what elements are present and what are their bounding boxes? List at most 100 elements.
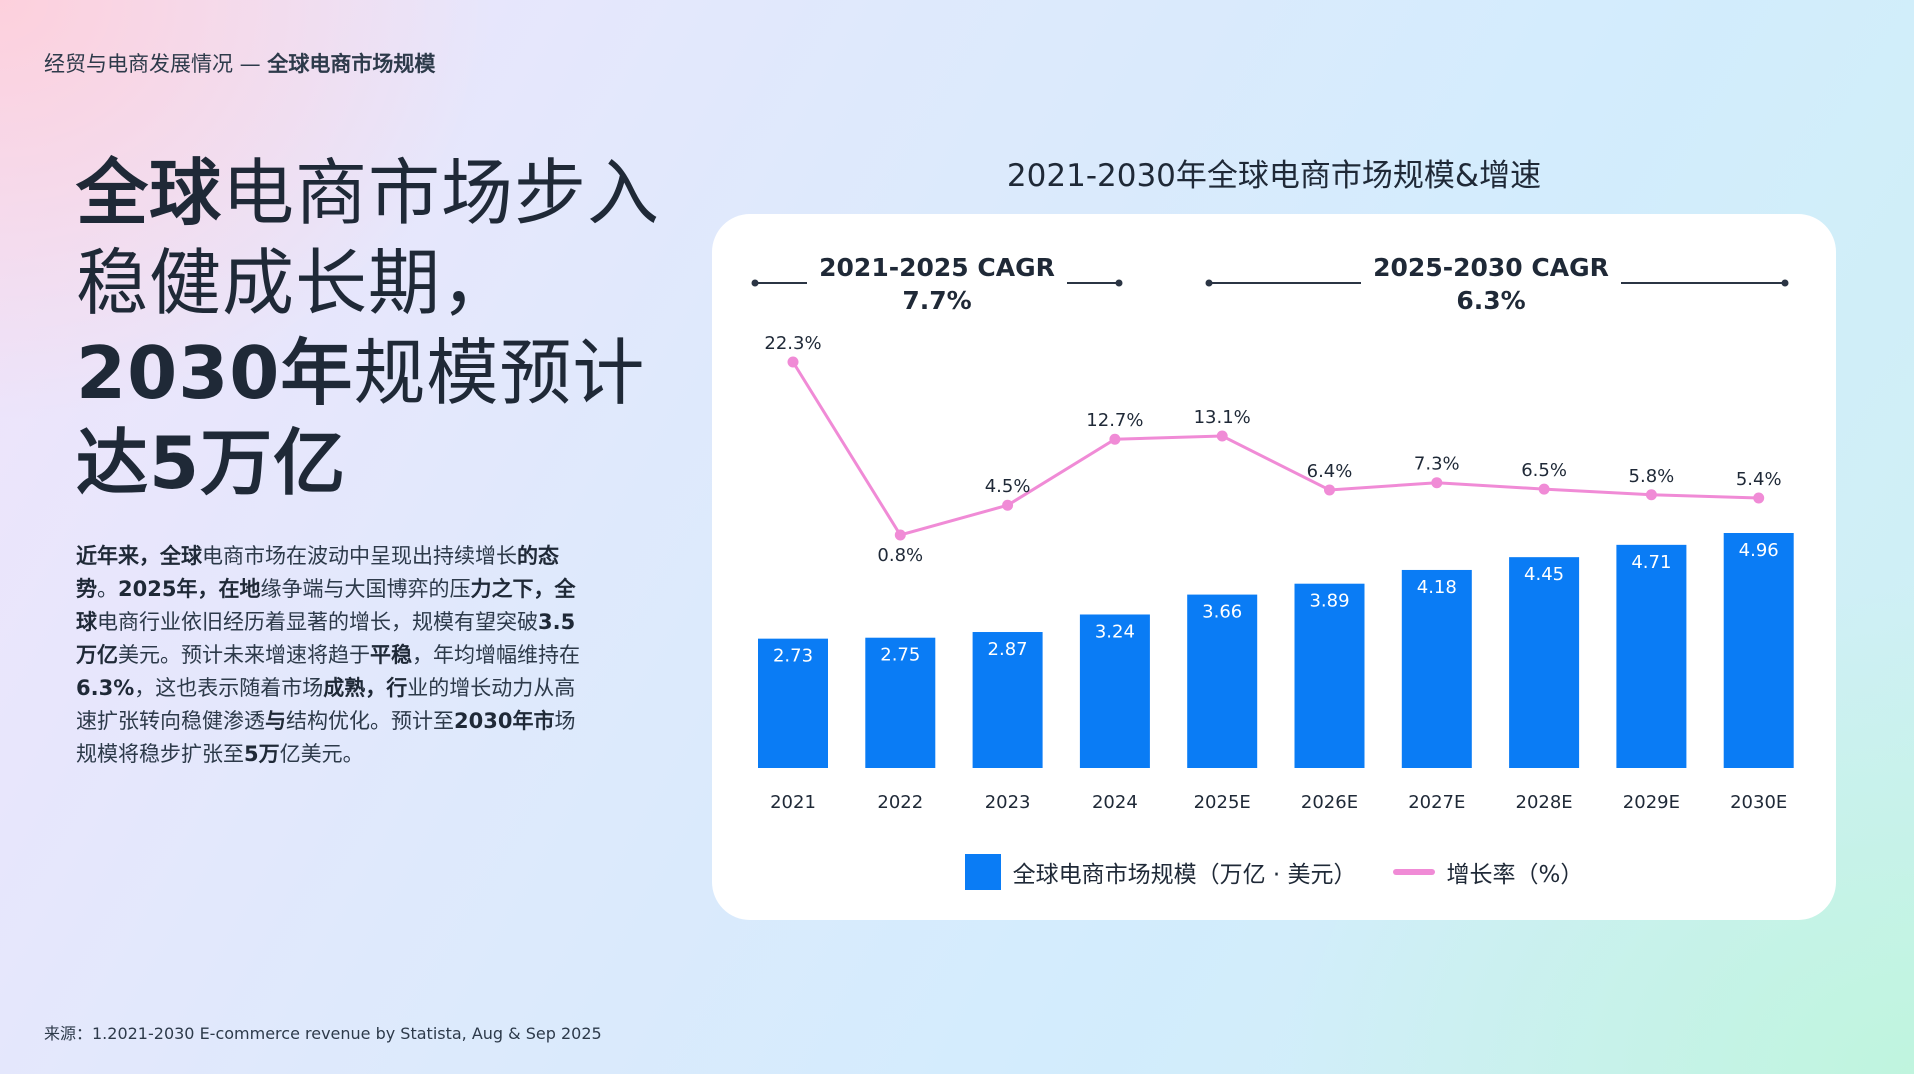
body-s13: 6.3%: [76, 676, 135, 700]
rate-point-2024: [1109, 433, 1121, 445]
rate-label-2030E: 5.4%: [1736, 469, 1782, 490]
cagr-period-1: 2021-2025 CAGR: [819, 253, 1055, 282]
x-tick-2028E: 2028E: [1516, 792, 1573, 813]
rate-label-2025E: 13.1%: [1194, 407, 1251, 428]
bar-label-2023: 2.87: [988, 639, 1028, 660]
x-tick-2022: 2022: [877, 792, 923, 813]
cagr-dot-right-1: [1115, 279, 1123, 287]
legend-label-line: 增长率（%）: [1446, 862, 1584, 888]
body-s15: 成熟，行: [323, 676, 408, 700]
rate-label-2028E: 6.5%: [1521, 460, 1567, 481]
bar-2027E: [1401, 569, 1472, 768]
bar-label-2021: 2.73: [773, 646, 813, 667]
x-tick-2026E: 2026E: [1301, 792, 1358, 813]
breadcrumb: 经贸与电商发展情况 — 全球电商市场规模: [44, 48, 435, 78]
x-tick-2025E: 2025E: [1194, 792, 1251, 813]
rate-point-2026E: [1324, 484, 1335, 496]
legend-item-line: 增长率（%）: [1392, 855, 1584, 889]
body-s21: 5万: [244, 742, 280, 766]
rate-label-2027E: 7.3%: [1414, 454, 1460, 475]
x-tick-2023: 2023: [985, 792, 1031, 813]
bar-2021: [758, 638, 828, 768]
cagr-period-2: 2025-2030 CAGR: [1373, 253, 1609, 282]
body-s16: 业的增长动力从高速扩张转向稳健渗透: [76, 676, 576, 733]
body-s11: 平稳: [370, 643, 412, 667]
bar-2024: [1079, 614, 1150, 768]
rate-point-2029E: [1645, 489, 1657, 501]
bar-label-2026E: 3.89: [1309, 591, 1349, 612]
cagr-dot-left-1: [751, 279, 759, 287]
legend-item-bar: 全球电商市场规模（万亿 · 美元）: [964, 854, 1357, 890]
bar-label-2022: 2.75: [880, 645, 920, 666]
rate-label-2026E: 6.4%: [1307, 461, 1353, 482]
rate-label-2021: 22.3%: [764, 333, 821, 354]
headline-line1-rest: 电商市场步入: [222, 151, 661, 235]
bar-2025E: [1187, 594, 1258, 768]
bar-label-2025E: 3.66: [1202, 602, 1242, 623]
cagr-dot-right-2: [1781, 279, 1789, 287]
legend-swatch-line: [1392, 869, 1435, 875]
chart-title: 2021-2030年全球电商市场规模&增速: [1006, 158, 1542, 194]
bar-2028E: [1509, 557, 1580, 768]
legend-label-bar: 全球电商市场规模（万亿 · 美元）: [1012, 862, 1357, 888]
body-s2: 电商市场在波动中呈现出持续增长: [202, 544, 517, 568]
bar-2029E: [1616, 544, 1687, 768]
page-title: 全球电商市场步入 稳健成长期， 2030年规模预计 达5万亿: [76, 148, 716, 508]
bar-label-2030E: 4.96: [1739, 540, 1779, 561]
cagr-value-2: 6.3%: [1456, 286, 1525, 315]
source-note: 来源：1.2021-2030 E-commerce revenue by Sta…: [44, 1024, 602, 1043]
body-s3: 的态势: [76, 544, 559, 601]
x-tick-2027E: 2027E: [1408, 792, 1465, 813]
rate-point-2027E: [1431, 477, 1443, 489]
rate-point-2021: [787, 356, 799, 368]
bar-2023: [972, 632, 1043, 768]
bar-label-2029E: 4.71: [1631, 552, 1671, 573]
x-tick-2021: 2021: [770, 792, 816, 813]
body-s14: ，这也表示随着市场: [134, 676, 324, 700]
body-s4: 。: [97, 577, 118, 601]
rate-label-2022: 0.8%: [877, 545, 923, 566]
cagr-dot-left-2: [1205, 279, 1213, 287]
headline-line3-rest: 规模预计: [353, 331, 646, 415]
breadcrumb-topic: 全球电商市场规模: [267, 52, 436, 76]
body-s18: 结构优化。预计至: [286, 709, 454, 733]
chart-legend: 全球电商市场规模（万亿 · 美元） 增长率（%）: [712, 854, 1836, 890]
body-s1: 近年来，全球: [76, 544, 202, 568]
body-s9: 3.5万亿: [76, 610, 576, 667]
body-s17: 与: [265, 709, 286, 733]
bar-2022: [865, 637, 936, 768]
rate-point-2025E: [1216, 430, 1228, 442]
body-s19: 2030年市: [454, 709, 555, 733]
headline-line3-bold: 2030年: [76, 331, 354, 415]
legend-swatch-bar: [964, 854, 1001, 890]
growth-rate-line: [791, 361, 1759, 537]
body-s7: 力之下，全球: [76, 577, 576, 634]
cagr-value-1: 7.7%: [902, 286, 971, 315]
bar-label-2024: 3.24: [1095, 621, 1135, 642]
summary-paragraph: 近年来，全球电商市场在波动中呈现出持续增长的态势。2025年，在地缘争端与大国博…: [76, 540, 596, 771]
bar-2030E: [1723, 533, 1794, 768]
x-tick-2030E: 2030E: [1730, 792, 1787, 813]
rate-label-2023: 4.5%: [985, 476, 1031, 497]
rate-point-2022: [894, 529, 906, 541]
body-s20: 场规模将稳步扩张至: [76, 709, 576, 766]
bar-label-2028E: 4.45: [1524, 564, 1564, 585]
body-s10: 美元。预计未来增速将趋于: [118, 643, 370, 667]
headline-line4-bold: 达5万亿: [76, 421, 347, 505]
bar-label-2027E: 4.18: [1417, 577, 1457, 598]
body-s12: ，年均增幅维持在: [412, 643, 580, 667]
rate-point-2030E: [1753, 492, 1765, 504]
x-tick-2029E: 2029E: [1623, 792, 1680, 813]
rate-point-2023: [1002, 499, 1014, 511]
body-s6: 缘争端与大国博弈的压: [260, 577, 471, 601]
body-s22: 亿美元。: [279, 742, 364, 766]
body-s5: 2025年，在地: [118, 577, 261, 601]
chart-svg: 2.73 2021 2.75 2022 2.87 2023 3.24 2024 3.66 2025…: [751, 253, 1794, 813]
rate-label-2029E: 5.8%: [1629, 466, 1675, 487]
headline-line1-bold: 全球: [76, 151, 223, 235]
x-tick-2024: 2024: [1092, 792, 1138, 813]
rate-label-2024: 12.7%: [1086, 410, 1143, 431]
rate-point-2028E: [1538, 483, 1550, 495]
body-s8: 电商行业依旧经历着显著的增长，规模有望突破: [97, 610, 538, 634]
chart-card: 2.73 2021 2.75 2022 2.87 2023 3.24 2024 3.66 2025…: [712, 214, 1836, 920]
